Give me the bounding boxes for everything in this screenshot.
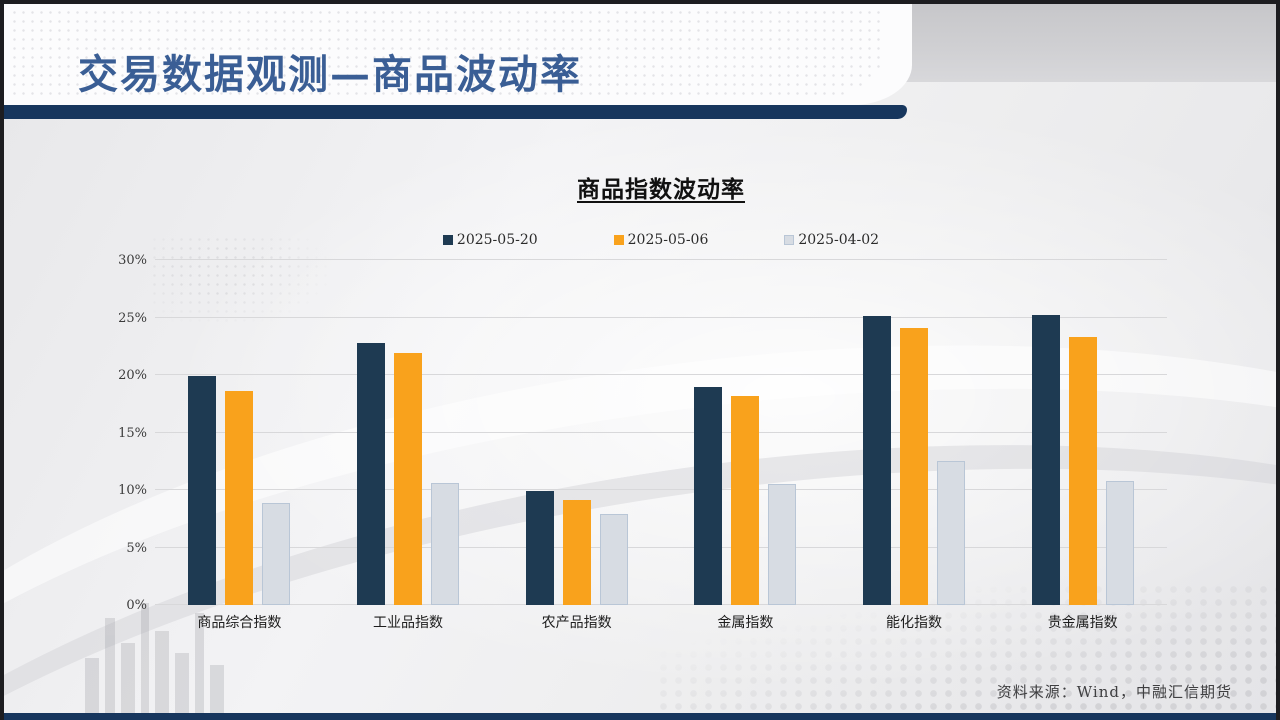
chart-legend: 2025-05-20 2025-05-06 2025-04-02 <box>155 232 1167 248</box>
bar-2025-05-20 <box>694 386 723 605</box>
legend-marker <box>613 235 624 245</box>
data-source-note: 资料来源：Wind，中融汇信期货 <box>996 683 1232 701</box>
bar-2025-05-06 <box>225 391 254 605</box>
legend-marker <box>442 235 453 245</box>
bar-2025-05-06 <box>393 353 422 605</box>
y-tick-label: 15% <box>118 425 147 441</box>
slide-title: 交易数据观测—商品波动率 <box>78 51 582 98</box>
bar-2025-05-06 <box>899 327 928 605</box>
bar-group <box>998 260 1167 605</box>
bar-2025-04-02 <box>262 502 291 605</box>
bar-group <box>661 260 830 605</box>
gridline <box>155 604 1167 605</box>
bar-group <box>830 260 999 605</box>
legend-label: 2025-05-20 <box>456 232 538 248</box>
world-map-dots-decoration <box>10 8 882 97</box>
bar-2025-05-06 <box>562 500 591 605</box>
map-dots-decoration <box>150 235 330 325</box>
legend-marker <box>784 235 795 245</box>
y-tick-label: 20% <box>118 368 147 383</box>
skyline-decoration <box>85 598 355 713</box>
plot-area <box>155 259 1167 605</box>
y-tick-label: 0% <box>126 598 147 613</box>
legend-label: 2025-04-02 <box>798 232 880 248</box>
bar-2025-05-06 <box>1068 337 1097 605</box>
y-tick-label: 25% <box>118 310 147 326</box>
gridline <box>155 489 1167 490</box>
x-axis-category-label: 商品综合指数 <box>197 615 282 631</box>
legend-label: 2025-05-06 <box>627 232 709 248</box>
legend-item: 2025-05-20 <box>442 232 538 248</box>
bar-2025-04-02 <box>430 483 459 605</box>
gridline <box>155 431 1167 433</box>
y-tick-label: 10% <box>118 483 147 498</box>
bar-2025-05-06 <box>731 395 760 605</box>
bar-2025-05-20 <box>525 491 554 605</box>
bar-group <box>155 260 324 605</box>
gridline <box>155 374 1167 375</box>
chart-title: 商品指数波动率 <box>577 176 745 203</box>
title-panel <box>4 4 912 105</box>
x-axis-category-label: 农产品指数 <box>541 615 612 631</box>
bar-2025-05-20 <box>356 342 385 605</box>
bar-2025-04-02 <box>599 514 628 605</box>
bar-group <box>324 260 493 605</box>
gridline <box>155 546 1167 548</box>
gridline <box>155 316 1167 318</box>
bar-group <box>492 260 661 605</box>
bottom-accent-strip <box>0 713 1280 720</box>
bar-2025-04-02 <box>1105 480 1134 605</box>
bar-2025-05-20 <box>1031 315 1060 605</box>
legend-item: 2025-05-06 <box>613 232 709 248</box>
y-axis-ticks: 0% 5% 10% 15% 20% 25% 30% <box>92 253 147 613</box>
x-axis-category-label: 金属指数 <box>717 615 774 631</box>
bar-2025-04-02 <box>936 461 965 605</box>
x-axis-category-label: 贵金属指数 <box>1047 615 1118 631</box>
y-tick-label: 30% <box>118 253 147 268</box>
x-axis-labels: 商品综合指数 工业品指数 农产品指数 金属指数 能化指数 贵金属指数 <box>155 612 1167 632</box>
gridline <box>155 259 1167 260</box>
bar-2025-05-20 <box>188 376 217 605</box>
bar-2025-04-02 <box>768 484 797 605</box>
legend-item: 2025-04-02 <box>784 232 879 248</box>
y-tick-label: 5% <box>126 540 147 556</box>
x-axis-category-label: 工业品指数 <box>373 615 443 631</box>
bar-2025-05-20 <box>862 316 891 605</box>
title-accent-bar <box>4 105 907 119</box>
x-axis-category-label: 能化指数 <box>886 615 943 631</box>
